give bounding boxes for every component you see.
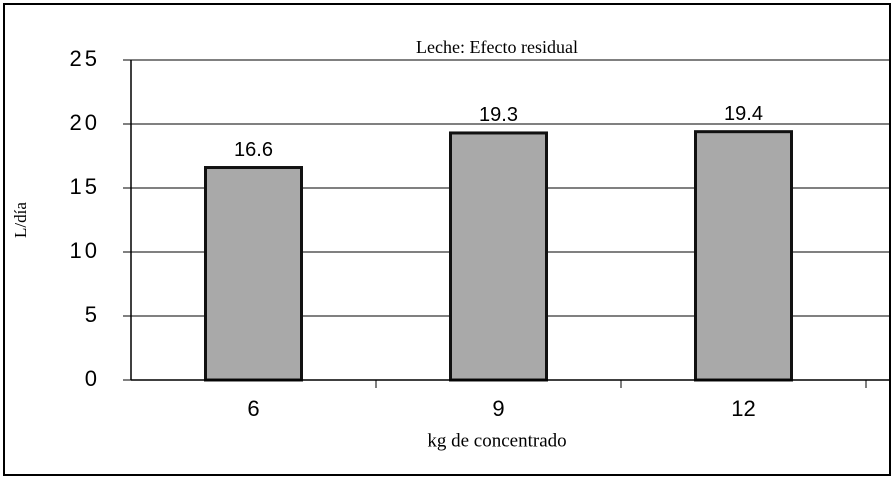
y-axis-label: L/día — [11, 202, 30, 238]
x-axis-label: kg de concentrado — [427, 430, 566, 451]
chart-frame — [3, 3, 891, 476]
x-tick-label: 9 — [492, 396, 504, 421]
y-tick-label: 5 — [85, 302, 100, 327]
bar — [204, 166, 303, 382]
y-tick-label: 20 — [70, 110, 100, 135]
bar — [449, 131, 548, 382]
x-tick-label: 6 — [247, 396, 259, 421]
y-tick-label: 15 — [70, 174, 100, 199]
value-label: 19.4 — [724, 103, 763, 125]
bar — [694, 130, 793, 382]
value-label: 19.3 — [479, 104, 518, 126]
y-tick-label: 0 — [85, 366, 100, 391]
value-label: 16.6 — [234, 139, 273, 161]
chart-title: Leche: Efecto residual — [416, 37, 578, 57]
y-tick-label: 25 — [70, 46, 100, 71]
y-tick-label: 10 — [70, 238, 100, 263]
x-tick-label: 12 — [731, 396, 755, 421]
